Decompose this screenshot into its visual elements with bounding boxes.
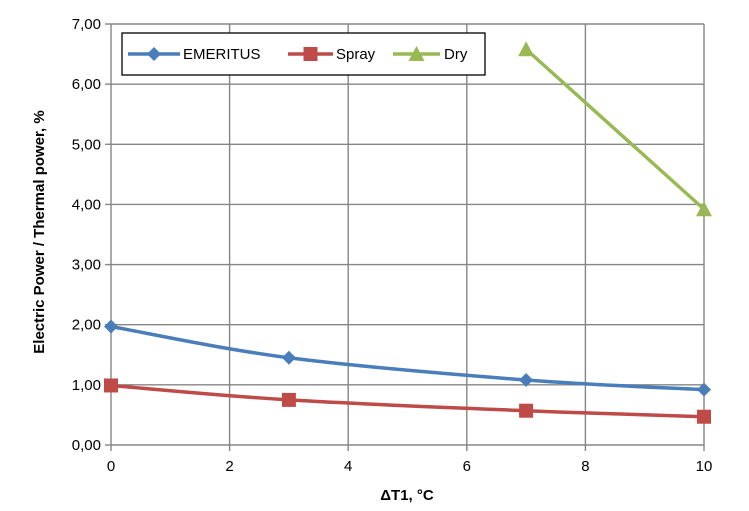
y-tick-labels: 0,00 1,00 2,00 3,00 4,00 5,00 6,00 7,00 [72,16,101,454]
legend-item-spray: Spray [288,46,376,63]
series-line-dry [524,47,706,211]
data-point-emeritus [519,373,534,388]
legend-label-emeritus: EMERITUS [183,46,261,63]
data-point-dry [518,41,535,57]
axes [105,23,705,451]
data-point-spray [281,392,296,407]
legend-label-spray: Spray [336,46,376,63]
y-tick-label: 6,00 [72,76,101,93]
series-line-emeritus [110,324,705,392]
x-axis-label: ΔT1, °C [380,487,434,504]
legend-item-emeritus: EMERITUS [128,46,261,63]
y-tick-label: 1,00 [72,377,101,394]
x-tick-label: 0 [107,458,115,475]
y-axis-label: Electric Power / Thermal power, % [31,110,48,353]
x-tick-label: 10 [696,458,713,475]
data-point-emeritus [281,350,296,365]
legend-marker-emeritus [147,47,161,61]
x-tick-labels: 0 2 4 6 8 10 [107,458,713,475]
legend-marker-dry [408,46,425,61]
grid [111,23,705,445]
y-tick-label: 2,00 [72,317,101,334]
legend-marker-spray [303,47,318,61]
data-point-spray [519,403,534,418]
x-tick-label: 4 [344,458,352,475]
data-point-dry [696,201,712,217]
data-point-emeritus [697,382,711,397]
data-point-spray [697,409,711,424]
legend-item-dry: Dry [393,46,468,63]
x-tick-label: 6 [463,458,471,475]
y-tick-label: 3,00 [72,257,101,274]
series-spray [104,378,711,424]
legend-label-dry: Dry [444,46,468,63]
y-tick-label: 0,00 [72,437,101,454]
data-point-emeritus [104,319,118,334]
legend: EMERITUS Spray Dry [121,32,486,76]
series-emeritus [104,319,711,397]
y-tick-label: 4,00 [72,196,101,213]
x-tick-label: 2 [225,458,233,475]
y-tick-label: 5,00 [72,136,101,153]
series-line-spray [110,383,705,419]
series-dry [518,41,712,217]
data-point-spray [104,378,118,393]
series-group [104,41,712,424]
x-tick-label: 8 [581,458,589,475]
y-tick-label: 7,00 [72,16,101,33]
